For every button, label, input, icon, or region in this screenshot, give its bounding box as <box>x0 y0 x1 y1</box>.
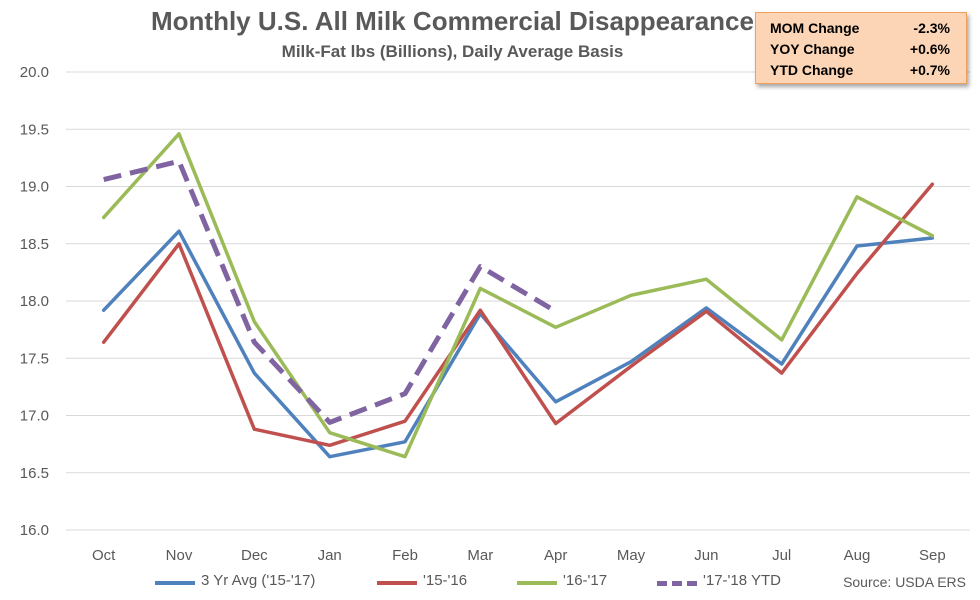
x-axis-ticks: Oct Nov Dec Jan Feb Mar Apr May Jun Jul Aug Sep <box>92 547 946 564</box>
x-tick-label: Jan <box>318 547 342 564</box>
stat-label: MOM Change <box>770 20 860 36</box>
x-tick-label: Nov <box>166 547 193 564</box>
legend-swatch <box>657 581 697 586</box>
y-tick-label: 18.0 <box>20 293 49 310</box>
x-tick-label: Jul <box>772 547 791 564</box>
legend-label: '16-'17 <box>563 572 608 589</box>
stat-value: +0.6% <box>909 41 950 57</box>
series-line-2 <box>101 132 935 459</box>
series-line-3 <box>103 158 557 425</box>
stat-row-yoy: YOY Change +0.6% <box>770 41 950 61</box>
legend-swatch <box>377 581 417 585</box>
legend-label: 3 Yr Avg ('15-'17) <box>201 572 316 589</box>
x-tick-label: Mar <box>467 547 493 564</box>
chart-subtitle: Milk-Fat lbs (Billions), Daily Average B… <box>281 42 624 61</box>
stat-value: +0.7% <box>909 62 950 78</box>
chart-title: Monthly U.S. All Milk Commercial Disappe… <box>151 6 754 36</box>
legend-swatch <box>155 581 195 585</box>
stat-label: YTD Change <box>770 62 854 78</box>
y-tick-label: 18.5 <box>20 236 49 253</box>
x-tick-label: Jun <box>694 547 718 564</box>
legend-swatch <box>517 581 557 585</box>
y-tick-label: 16.5 <box>20 465 49 482</box>
series-line-1 <box>101 182 935 448</box>
series-line-0 <box>101 229 935 459</box>
series-lines <box>101 132 935 459</box>
stat-value: -2.3% <box>913 20 950 36</box>
y-axis-ticks: 16.0 16.5 17.0 17.5 18.0 18.5 19.0 19.5 20.0 <box>20 64 49 539</box>
x-tick-label: Dec <box>241 547 268 564</box>
legend-label: '15-'16 <box>423 572 468 589</box>
source-note: Source: USDA ERS <box>843 574 966 590</box>
x-tick-label: Oct <box>92 547 116 564</box>
x-tick-label: Feb <box>392 547 418 564</box>
y-tick-label: 16.0 <box>20 522 49 539</box>
legend-label: '17-'18 YTD <box>703 572 781 589</box>
y-tick-label: 17.5 <box>20 350 49 367</box>
change-stats-box: MOM Change -2.3% YOY Change +0.6% YTD Ch… <box>755 12 967 84</box>
stat-label: YOY Change <box>770 41 855 57</box>
y-tick-label: 19.5 <box>20 121 49 138</box>
y-tick-label: 17.0 <box>20 408 49 425</box>
stat-row-ytd: YTD Change +0.7% <box>770 62 950 82</box>
x-tick-label: Sep <box>919 547 946 564</box>
y-tick-label: 20.0 <box>20 64 49 81</box>
y-tick-label: 19.0 <box>20 179 49 196</box>
x-tick-label: Aug <box>844 547 871 564</box>
x-tick-label: May <box>617 547 646 564</box>
stat-row-mom: MOM Change -2.3% <box>770 20 950 40</box>
x-tick-label: Apr <box>544 547 567 564</box>
